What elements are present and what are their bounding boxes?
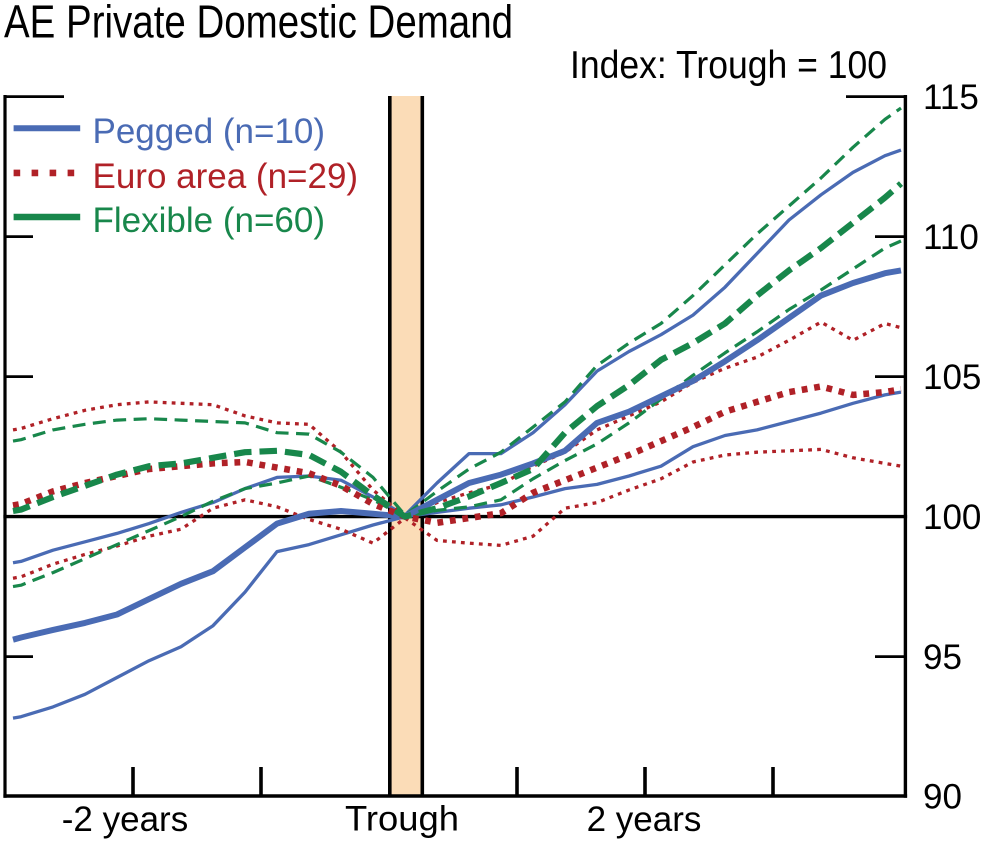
svg-text:Flexible (n=60): Flexible (n=60) [93,201,325,240]
svg-text:110: 110 [923,218,979,257]
svg-text:115: 115 [923,78,979,117]
svg-text:Index: Trough = 100: Index: Trough = 100 [570,44,887,87]
svg-text:90: 90 [923,778,962,817]
svg-text:AE Private Domestic Demand: AE Private Domestic Demand [4,0,513,47]
svg-text:105: 105 [923,358,981,397]
svg-text:Pegged (n=10): Pegged (n=10) [93,112,326,151]
svg-text:-2 years: -2 years [62,800,188,839]
svg-text:Trough: Trough [345,800,459,839]
svg-text:Euro area (n=29): Euro area (n=29) [93,157,359,196]
svg-text:100: 100 [923,498,981,537]
svg-text:2 years: 2 years [587,800,702,839]
svg-text:95: 95 [923,638,962,677]
